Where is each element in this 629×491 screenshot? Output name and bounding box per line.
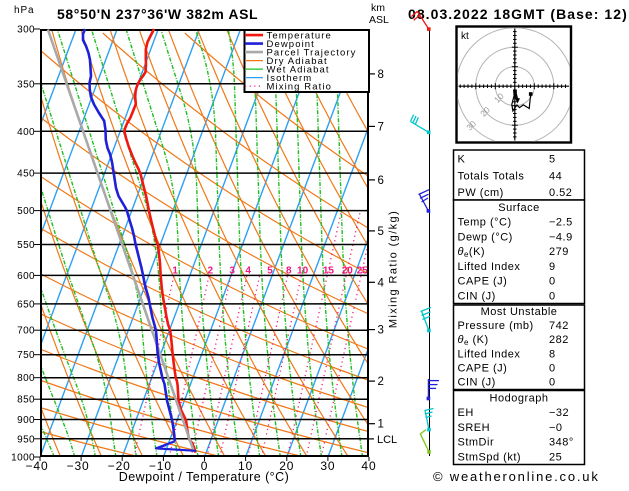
svg-text:20: 20 — [279, 459, 294, 473]
svg-text:kt: kt — [461, 31, 469, 42]
svg-text:300: 300 — [17, 25, 35, 36]
svg-text:10: 10 — [238, 459, 253, 473]
svg-text:Mixing Ratio: Mixing Ratio — [267, 81, 332, 92]
svg-text:CAPE (J): CAPE (J) — [458, 276, 508, 288]
svg-text:4: 4 — [378, 277, 385, 289]
svg-text:−10: −10 — [149, 459, 172, 473]
svg-text:0.52: 0.52 — [549, 187, 572, 199]
svg-text:450: 450 — [17, 169, 35, 180]
svg-text:25: 25 — [357, 266, 369, 277]
svg-text:−4.9: −4.9 — [549, 231, 573, 243]
svg-text:Isotherm: Isotherm — [267, 73, 313, 84]
svg-text:20: 20 — [342, 266, 354, 277]
svg-text:Dry Adiabat: Dry Adiabat — [267, 56, 328, 67]
svg-text:6: 6 — [378, 175, 384, 187]
svg-text:08.03.2022 18GMT (Base: 12): 08.03.2022 18GMT (Base: 12) — [408, 6, 628, 22]
svg-text:1: 1 — [378, 419, 384, 431]
svg-text:Dewpoint / Temperature (°C): Dewpoint / Temperature (°C) — [119, 470, 289, 484]
svg-text:Temp (°C): Temp (°C) — [458, 217, 512, 229]
svg-text:Totals Totals: Totals Totals — [458, 170, 525, 182]
svg-text:StmDir: StmDir — [458, 437, 495, 449]
svg-text:1: 1 — [172, 266, 178, 277]
svg-text:LCL: LCL — [377, 434, 397, 446]
svg-text:StmSpd (kt): StmSpd (kt) — [458, 452, 522, 464]
svg-text:Parcel Trajectory: Parcel Trajectory — [267, 47, 357, 58]
svg-text:0: 0 — [549, 276, 556, 288]
svg-text:hPa: hPa — [14, 5, 35, 16]
svg-text:km: km — [371, 2, 385, 14]
svg-text:800: 800 — [17, 373, 35, 384]
svg-text:5: 5 — [378, 226, 384, 238]
svg-text:CIN (J): CIN (J) — [458, 291, 496, 303]
svg-text:Wet Adiabat: Wet Adiabat — [267, 64, 330, 75]
svg-text:θe (K): θe (K) — [458, 334, 489, 347]
svg-text:−20: −20 — [108, 459, 131, 473]
svg-text:Surface: Surface — [498, 202, 539, 214]
svg-text:5: 5 — [549, 154, 556, 166]
svg-text:0: 0 — [201, 459, 209, 473]
svg-text:−2.5: −2.5 — [549, 217, 573, 229]
svg-text:Dewp (°C): Dewp (°C) — [458, 231, 513, 243]
svg-text:348°: 348° — [549, 437, 574, 449]
svg-text:−0: −0 — [549, 422, 563, 434]
svg-text:Pressure (mb): Pressure (mb) — [458, 320, 534, 332]
svg-text:−40: −40 — [25, 459, 48, 473]
svg-text:CAPE (J): CAPE (J) — [458, 362, 508, 374]
svg-text:279: 279 — [549, 246, 569, 258]
svg-text:7: 7 — [378, 121, 384, 133]
svg-text:2: 2 — [378, 376, 384, 388]
svg-text:2: 2 — [208, 266, 214, 277]
svg-text:PW (cm): PW (cm) — [458, 187, 504, 199]
svg-text:700: 700 — [17, 326, 35, 337]
svg-text:400: 400 — [17, 127, 35, 138]
svg-text:0: 0 — [549, 362, 556, 374]
svg-text:Mixing Ratio (g/kg): Mixing Ratio (g/kg) — [388, 210, 400, 328]
svg-text:Lifted Index: Lifted Index — [458, 261, 521, 273]
svg-text:40: 40 — [361, 459, 376, 473]
svg-text:25: 25 — [549, 452, 562, 464]
svg-text:Hodograph: Hodograph — [490, 392, 549, 404]
svg-text:8: 8 — [549, 348, 556, 360]
svg-text:−32: −32 — [549, 407, 569, 419]
svg-text:8: 8 — [286, 266, 292, 277]
svg-text:550: 550 — [17, 240, 35, 251]
svg-text:Dewpoint: Dewpoint — [267, 39, 315, 50]
svg-text:750: 750 — [17, 350, 35, 361]
svg-text:1000: 1000 — [11, 453, 35, 464]
svg-text:950: 950 — [17, 434, 35, 445]
svg-text:850: 850 — [17, 395, 35, 406]
svg-text:44: 44 — [549, 170, 562, 182]
svg-text:282: 282 — [549, 334, 569, 346]
svg-text:0: 0 — [549, 377, 556, 389]
svg-text:−30: −30 — [67, 459, 90, 473]
svg-text:© weatheronline.co.uk: © weatheronline.co.uk — [433, 469, 600, 484]
svg-text:3: 3 — [229, 266, 235, 277]
svg-text:8: 8 — [378, 69, 384, 81]
svg-text:500: 500 — [17, 206, 35, 217]
svg-text:600: 600 — [17, 271, 35, 282]
svg-text:EH: EH — [458, 407, 474, 419]
svg-text:742: 742 — [549, 320, 569, 332]
svg-text:9: 9 — [549, 261, 556, 273]
svg-text:3: 3 — [378, 325, 384, 337]
svg-text:θe(K): θe(K) — [458, 246, 486, 259]
svg-text:58°50'N 237°36'W 382m ASL: 58°50'N 237°36'W 382m ASL — [57, 6, 258, 22]
svg-text:Temperature: Temperature — [267, 30, 332, 41]
svg-text:15: 15 — [323, 266, 335, 277]
svg-text:Lifted Index: Lifted Index — [458, 348, 521, 360]
svg-text:5: 5 — [267, 266, 273, 277]
svg-text:900: 900 — [17, 415, 35, 426]
svg-text:10: 10 — [297, 266, 309, 277]
svg-text:SREH: SREH — [458, 422, 491, 434]
svg-text:Most Unstable: Most Unstable — [481, 306, 558, 318]
svg-text:0: 0 — [549, 291, 556, 303]
svg-text:K: K — [458, 154, 466, 166]
svg-text:ASL: ASL — [369, 14, 389, 26]
svg-text:4: 4 — [245, 266, 251, 277]
svg-text:350: 350 — [17, 79, 35, 90]
svg-text:30: 30 — [320, 459, 335, 473]
svg-text:650: 650 — [17, 299, 35, 310]
svg-text:CIN (J): CIN (J) — [458, 377, 496, 389]
